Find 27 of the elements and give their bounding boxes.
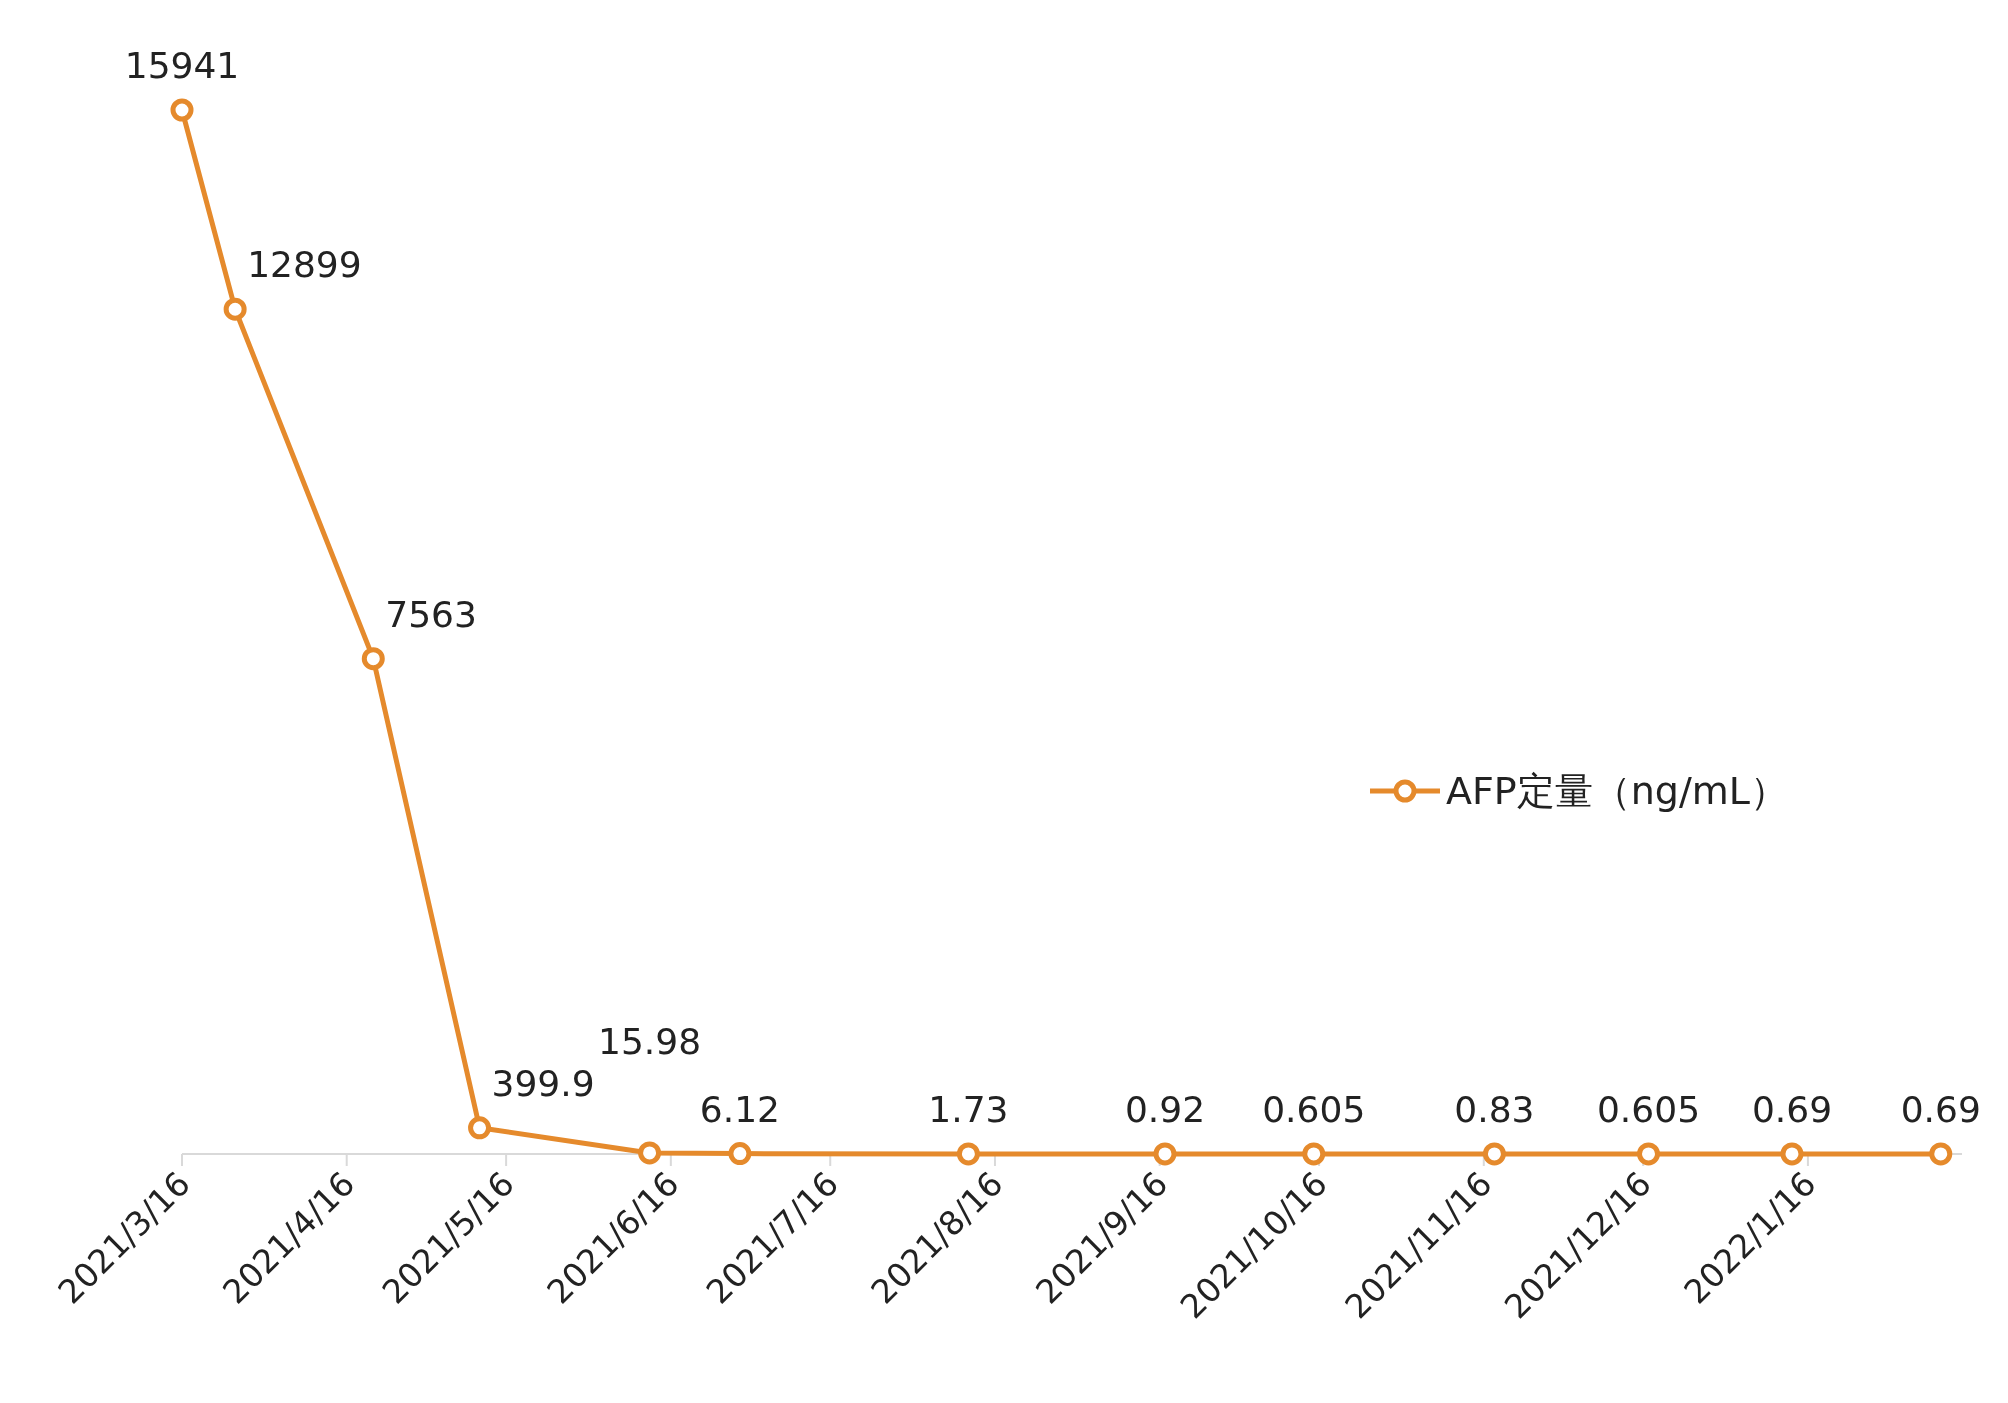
data-label: 0.69: [1751, 1088, 1833, 1130]
data-label: 12899: [247, 244, 362, 286]
point: [1929, 1142, 1953, 1166]
point: [170, 98, 194, 122]
data-label: 6.12: [699, 1088, 780, 1130]
legend-label: AFP定量（ng/mL）: [1446, 769, 1788, 813]
point: [361, 647, 385, 671]
point: [1153, 1142, 1177, 1166]
point: [1482, 1142, 1506, 1166]
data-label: 1.73: [928, 1088, 1009, 1130]
point: [1637, 1142, 1661, 1166]
data-label: 0.69: [1900, 1088, 1981, 1130]
data-label: 7563: [385, 593, 477, 635]
point: [468, 1116, 492, 1140]
data-label: 0.92: [1124, 1088, 1206, 1130]
data-label: 0.605: [1596, 1088, 1701, 1130]
data-label: 399.9: [491, 1062, 595, 1104]
data-label: 15941: [124, 45, 240, 86]
point: [223, 297, 247, 321]
data-label: 0.605: [1262, 1088, 1366, 1130]
point: [1780, 1142, 1804, 1166]
point: [1302, 1142, 1326, 1166]
point: [956, 1142, 980, 1166]
point: [638, 1141, 662, 1165]
point: [728, 1142, 752, 1166]
data-label: 15.98: [598, 1020, 702, 1062]
data-label: 0.83: [1454, 1088, 1535, 1130]
